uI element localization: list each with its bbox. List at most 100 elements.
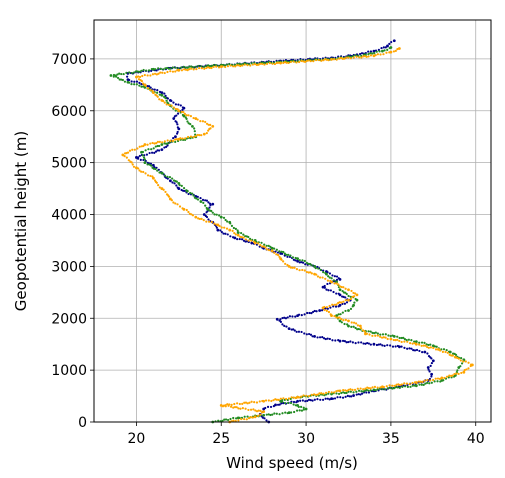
profile-dot	[300, 395, 303, 398]
data-point	[168, 179, 172, 183]
profile-dot	[344, 389, 347, 392]
profile-dot	[352, 321, 356, 324]
profile-dot	[198, 134, 201, 137]
data-point	[174, 135, 177, 139]
profile-dot	[264, 406, 267, 410]
profile-dot	[291, 266, 294, 269]
profile-dot	[266, 405, 270, 408]
profile-dot	[269, 245, 272, 249]
data-point	[194, 215, 198, 219]
profile-dot	[338, 316, 341, 319]
profile-dot	[326, 397, 329, 400]
profile-dot	[386, 344, 389, 347]
profile-dot	[112, 75, 115, 78]
profile-dot	[349, 390, 352, 393]
profile-dot	[347, 294, 350, 298]
profile-dot	[235, 417, 238, 420]
profile-dot	[210, 220, 213, 224]
profile-dot	[133, 148, 136, 151]
profile-dot	[410, 339, 413, 342]
profile-dot	[394, 345, 397, 348]
data-point	[126, 78, 130, 82]
profile-dot	[386, 337, 389, 341]
profile-dot	[151, 141, 154, 145]
profile-dot	[420, 341, 424, 344]
profile-dot	[215, 213, 218, 216]
profile-dot	[261, 245, 264, 248]
profile-dot	[342, 388, 345, 392]
profile-dot	[176, 203, 179, 206]
profile-dot	[303, 269, 306, 272]
profile-dot	[196, 195, 199, 198]
profile-dot	[239, 64, 242, 68]
profile-dot	[171, 177, 174, 180]
profile-dot	[205, 66, 208, 70]
profile-dot	[405, 338, 408, 342]
profile-dot	[153, 72, 157, 75]
profile-dot	[345, 391, 348, 395]
data-point	[151, 67, 155, 71]
profile-dot	[208, 209, 212, 212]
data-point	[121, 153, 125, 157]
profile-dot	[236, 402, 239, 405]
profile-dot	[207, 123, 210, 126]
profile-dot	[179, 137, 182, 140]
data-point	[296, 257, 299, 261]
profile-dot	[309, 333, 313, 336]
profile-dot	[344, 299, 347, 302]
profile-dot	[212, 63, 215, 67]
profile-dot	[398, 383, 402, 387]
profile-dot	[169, 67, 172, 70]
profile-dot	[286, 398, 289, 402]
profile-dot	[205, 132, 208, 135]
y-tick-label: 5000	[51, 156, 87, 172]
profile-dot	[410, 347, 413, 350]
profile-dot	[283, 61, 286, 64]
profile-dot	[281, 412, 284, 415]
profile-dot	[282, 397, 285, 400]
profile-dot	[334, 305, 338, 308]
profile-dot	[343, 57, 346, 60]
profile-dot	[267, 244, 270, 247]
profile-dot	[150, 148, 153, 151]
profile-dot	[235, 64, 239, 67]
profile-dot	[271, 413, 274, 416]
profile-dot	[174, 103, 177, 106]
profile-dot	[331, 274, 334, 277]
profile-dot	[292, 403, 295, 406]
profile-dot	[163, 95, 166, 98]
profile-dot	[369, 52, 372, 55]
profile-dot	[143, 158, 147, 161]
profile-dot	[340, 317, 343, 321]
profile-dot	[421, 351, 424, 354]
profile-dot	[369, 50, 373, 53]
profile-dot	[324, 397, 327, 400]
data-point	[228, 220, 232, 224]
profile-dot	[411, 384, 414, 387]
profile-dot	[172, 106, 176, 109]
profile-dot	[221, 419, 224, 422]
profile-dot	[464, 360, 467, 363]
profile-dot	[313, 309, 316, 313]
data-point	[335, 314, 339, 318]
profile-dot	[448, 374, 451, 377]
profile-dot	[397, 383, 400, 386]
profile-dot	[329, 289, 332, 292]
profile-dot	[146, 87, 149, 90]
profile-dot	[305, 270, 309, 274]
profile-dot	[406, 340, 409, 343]
profile-dot	[430, 375, 433, 378]
profile-dot	[368, 333, 371, 336]
profile-dot	[174, 140, 177, 144]
profile-dot	[288, 315, 292, 318]
profile-dot	[156, 169, 159, 172]
profile-dot	[287, 397, 291, 400]
profile-dot	[194, 65, 197, 69]
profile-dot	[257, 409, 260, 412]
profile-dot	[240, 231, 243, 235]
series-2	[109, 46, 466, 424]
profile-dot	[412, 348, 415, 352]
profile-dot	[282, 260, 285, 263]
profile-dot	[348, 395, 351, 398]
profile-dot	[233, 406, 237, 409]
